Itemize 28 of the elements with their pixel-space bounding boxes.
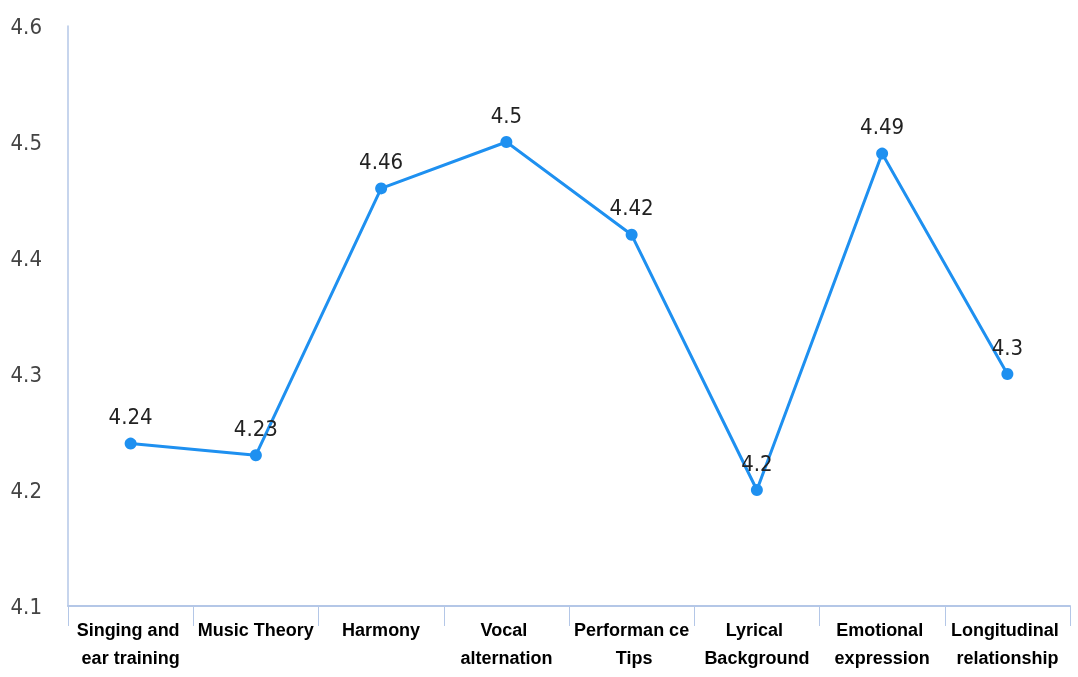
data-label: 4.24 [108, 404, 153, 430]
point [625, 228, 638, 241]
point [249, 449, 262, 462]
x-tick-label: Music Theory [197, 620, 314, 640]
data-label: 4.49 [860, 114, 905, 140]
data-label: 4.3 [991, 334, 1024, 360]
point [876, 147, 889, 160]
point [124, 437, 137, 450]
x-tick-label: Singing and ear training [76, 620, 185, 668]
x-tick-label: Vocal alternation [460, 620, 553, 668]
x-tick-label: Emotional expression [834, 620, 930, 668]
x-tick-label: Lyrical Background [704, 620, 810, 668]
y-tick-label: 4.6 [10, 13, 42, 39]
data-label: 4.42 [609, 195, 654, 221]
y-tick-label: 4.2 [10, 477, 42, 503]
x-tick-label: Performan ce Tips [574, 620, 690, 668]
point [750, 484, 763, 496]
data-label: 4.46 [359, 148, 404, 174]
x-tick-label: Harmony [342, 620, 421, 640]
point [375, 182, 388, 195]
y-tick-label: 4.3 [10, 361, 42, 387]
point [500, 136, 513, 148]
y-tick-label: 4.5 [10, 129, 42, 155]
point [1001, 368, 1014, 380]
data-label: 4.5 [490, 102, 523, 128]
y-tick-label: 4.4 [10, 245, 42, 271]
x-tick-label: Longitudinal relationship [950, 620, 1064, 668]
y-tick-label: 4.1 [10, 593, 42, 619]
